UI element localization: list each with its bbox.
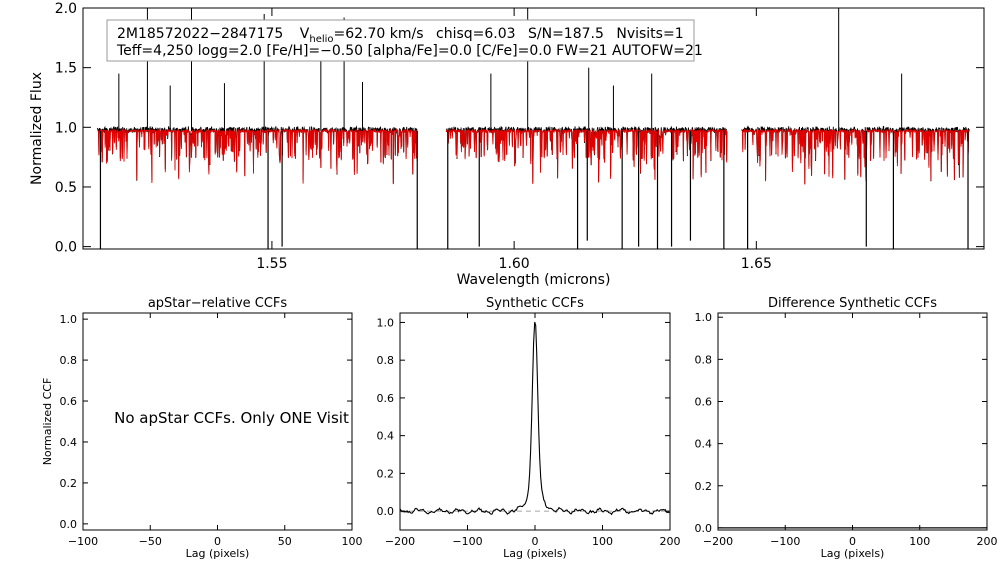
x-tick-label: −100 [68, 535, 98, 548]
x-tick-label: 100 [592, 535, 613, 548]
y-tick-label: 0.2 [695, 480, 713, 493]
model-spectrum-segment-3 [741, 128, 970, 185]
legend-vhelio-value: =62.70 km/s [334, 26, 424, 42]
x-tick-label: 100 [909, 535, 930, 548]
y-tick-label: 1.0 [60, 313, 78, 326]
y-tick-label: 0.8 [695, 353, 713, 366]
difference-ccf-panel: −200 −100 0 100 200 0.0 0.2 0.4 0.6 0.8 1.0 Differ… [695, 296, 998, 560]
legend-vhelio-prefix: V [300, 26, 310, 42]
x-tick-label: −200 [703, 535, 733, 548]
x-tick-label: 1.55 [256, 256, 287, 272]
y-tick-label: 1.5 [55, 61, 77, 77]
x-tick-label: 50 [278, 535, 292, 548]
x-tick-label: 1.60 [499, 256, 530, 272]
spectrum-panel: 1.55 1.60 1.65 0.0 0.5 1.0 1.5 2.0 Wavelength (… [29, 1, 985, 288]
y-tick-label: 0.4 [377, 430, 395, 443]
model-spectrum-segment-2 [445, 128, 728, 185]
x-tick-label: 0 [532, 535, 539, 548]
apstar-ccf-y-axis-label: Normalized CCF [41, 378, 54, 466]
x-tick-label: 200 [977, 535, 998, 548]
legend-object-id: 2M18572022−2847175 [117, 26, 283, 42]
apstar-ccf-panel: −100 −50 0 50 100 0.0 0.2 0.4 0.6 0.8 1.0 apStar−r… [41, 296, 363, 560]
spectrum-frame [82, 7, 985, 250]
apstar-ccf-ticks: −100 −50 0 50 100 0.0 0.2 0.4 0.6 0.8 1.0 [60, 313, 363, 548]
y-tick-label: 0.4 [60, 436, 78, 449]
apstar-ccf-title: apStar−relative CCFs [148, 296, 288, 311]
spectrum-y-axis-label: Normalized Flux [29, 72, 45, 185]
synthetic-ccf-curve [399, 321, 670, 516]
legend-frame [106, 19, 695, 62]
y-tick-label: 0.2 [60, 477, 78, 490]
y-tick-label: 0.6 [377, 392, 395, 405]
difference-ccf-x-axis-label: Lag (pixels) [821, 547, 885, 560]
legend-vhelio-subscript: helio [309, 34, 333, 45]
x-tick-label: −50 [139, 535, 162, 548]
x-tick-label: 200 [660, 535, 681, 548]
legend-line-2: Teff=4,250 logg=2.0 [Fe/H]=−0.50 [alpha/… [116, 43, 703, 59]
synthetic-ccf-traces [399, 321, 670, 516]
spectrum-x-axis-label: Wavelength (microns) [457, 272, 611, 288]
y-tick-label: 0.6 [60, 395, 78, 408]
x-tick-label: 1.65 [741, 256, 772, 272]
legend-nvisits: Nvisits=1 [616, 26, 683, 42]
y-tick-label: 1.0 [377, 316, 395, 329]
y-tick-label: 0.5 [55, 180, 77, 196]
spectrum-ticks: 1.55 1.60 1.65 0.0 0.5 1.0 1.5 2.0 [55, 1, 984, 272]
y-tick-label: 0.0 [60, 518, 78, 531]
apstar-ccf-x-axis-label: Lag (pixels) [186, 547, 250, 560]
synthetic-ccf-x-axis-label: Lag (pixels) [503, 547, 567, 560]
difference-ccf-ticks: −200 −100 0 100 200 0.0 0.2 0.4 0.6 0.8 1.0 [695, 311, 998, 548]
legend-line-1: 2M18572022−2847175 Vhelio=62.70 km/s chi… [117, 26, 684, 45]
difference-ccf-title: Difference Synthetic CCFs [768, 296, 937, 311]
legend-snr: S/N=187.5 [528, 26, 604, 42]
legend-chisq: chisq=6.03 [436, 26, 516, 42]
synthetic-ccf-ticks: −200 −100 0 100 200 0.0 0.2 0.4 0.6 0.8 1.0 [377, 313, 681, 548]
x-tick-label: 0 [214, 535, 221, 548]
y-tick-label: 0.4 [695, 438, 713, 451]
x-tick-label: −200 [385, 535, 415, 548]
y-tick-label: 1.0 [695, 311, 713, 324]
model-spectrum-segment-1 [97, 127, 418, 185]
x-tick-label: −100 [452, 535, 482, 548]
synthetic-ccf-panel: −200 −100 0 100 200 0.0 0.2 0.4 0.6 0.8 1.0 Synthe… [377, 296, 681, 560]
y-tick-label: 1.0 [55, 120, 77, 136]
y-tick-label: 0.0 [377, 505, 395, 518]
y-tick-label: 2.0 [55, 1, 77, 17]
y-tick-label: 0.6 [695, 395, 713, 408]
apstar-ccf-annotation: No apStar CCFs. Only ONE Visit [114, 409, 349, 427]
y-tick-label: 0.2 [377, 467, 395, 480]
x-tick-label: 100 [342, 535, 363, 548]
y-tick-label: 0.8 [377, 354, 395, 367]
x-tick-label: −100 [770, 535, 800, 548]
x-tick-label: 0 [849, 535, 856, 548]
synthetic-ccf-title: Synthetic CCFs [486, 296, 584, 311]
y-tick-label: 0.0 [695, 522, 713, 535]
y-tick-label: 0.8 [60, 354, 78, 367]
y-tick-label: 0.0 [55, 240, 77, 256]
legend-box: 2M18572022−2847175 Vhelio=62.70 km/s chi… [106, 19, 703, 62]
